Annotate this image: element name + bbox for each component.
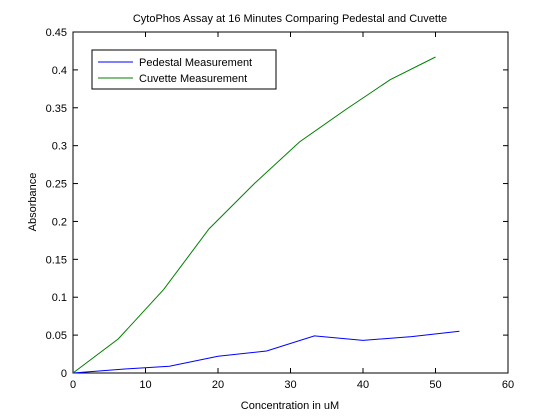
y-axis-label: Absorbance bbox=[27, 173, 39, 232]
axis-ticks: 0 10 20 30 40 50 60 0 0.05 0.1 0.15 0.2 0.25 0.3 0.35 0… bbox=[46, 27, 515, 391]
series-lines bbox=[72, 56, 460, 374]
legend-box bbox=[91, 49, 277, 90]
x-tick-label: 20 bbox=[212, 379, 224, 391]
series-line-cuvette bbox=[72, 56, 436, 374]
y-tick-label: 0.45 bbox=[46, 27, 67, 39]
legend-label-pedestal: Pedestal Measurement bbox=[139, 57, 252, 69]
y-tick-label: 0.05 bbox=[46, 330, 67, 342]
series-line-pedestal bbox=[72, 330, 460, 374]
y-tick-label: 0.1 bbox=[52, 292, 67, 304]
x-axis-label: Concentration in uM bbox=[241, 400, 339, 412]
x-tick-label: 10 bbox=[139, 379, 151, 391]
y-tick-label: 0 bbox=[61, 368, 67, 380]
legend-label-cuvette: Cuvette Measurement bbox=[139, 73, 247, 85]
y-tick-label: 0.25 bbox=[46, 179, 67, 191]
y-tick-label: 0.35 bbox=[46, 103, 67, 115]
x-tick-label: 60 bbox=[502, 379, 514, 391]
y-tick-label: 0.2 bbox=[52, 216, 67, 228]
y-tick-label: 0.3 bbox=[52, 141, 67, 153]
legend: Pedestal Measurement Cuvette Measurement bbox=[91, 49, 277, 90]
chart-title: CytoPhos Assay at 16 Minutes Comparing P… bbox=[133, 13, 447, 25]
y-tick-label: 0.15 bbox=[46, 254, 67, 266]
x-tick-label: 40 bbox=[357, 379, 369, 391]
x-tick-label: 30 bbox=[284, 379, 296, 391]
y-tick-label: 0.4 bbox=[52, 65, 67, 77]
x-tick-label: 50 bbox=[429, 379, 441, 391]
x-tick-label: 0 bbox=[70, 379, 76, 391]
